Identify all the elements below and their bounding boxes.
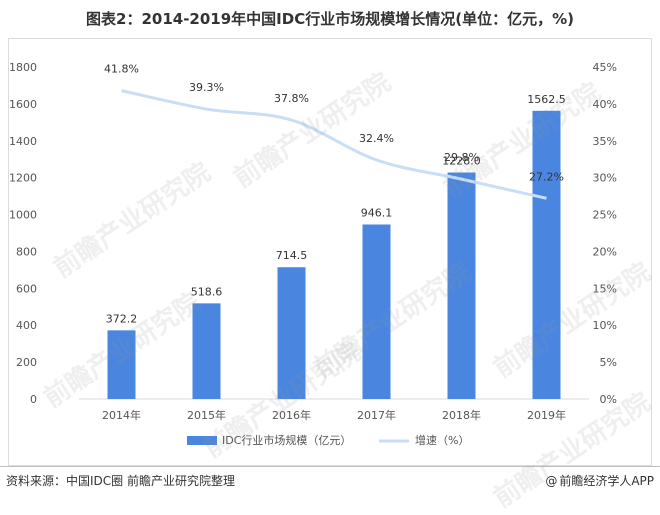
y-right-tick-label: 30% bbox=[593, 172, 617, 185]
at-icon: @ bbox=[545, 474, 558, 488]
bar-value-label: 372.2 bbox=[106, 312, 138, 325]
y-left-tick-label: 1600 bbox=[9, 98, 37, 111]
bar bbox=[107, 330, 136, 399]
y-right-tick-label: 20% bbox=[593, 245, 617, 258]
y-right-tick-label: 15% bbox=[593, 282, 617, 295]
legend-line-label: 增速（%） bbox=[415, 433, 469, 447]
brand-credit: @ 前瞻经济学人APP bbox=[545, 472, 654, 489]
y-left-tick-label: 1400 bbox=[9, 135, 37, 148]
legend-bar-swatch bbox=[187, 436, 217, 445]
x-tick-label: 2018年 bbox=[442, 408, 481, 422]
bar bbox=[532, 110, 561, 400]
y-right-tick-label: 5% bbox=[600, 356, 617, 369]
bar-value-label: 518.6 bbox=[191, 285, 223, 298]
y-right-tick-label: 0% bbox=[600, 393, 617, 406]
bar bbox=[362, 224, 391, 399]
y-left-tick-label: 1800 bbox=[9, 61, 37, 74]
x-tick-label: 2019年 bbox=[527, 408, 566, 422]
bar-value-label: 714.5 bbox=[276, 249, 308, 262]
y-left-tick-label: 600 bbox=[16, 282, 37, 295]
bar bbox=[447, 172, 476, 399]
y-right-tick-label: 10% bbox=[593, 319, 617, 332]
bar-value-label: 946.1 bbox=[361, 206, 393, 219]
chart-frame: 0 200 400 600 800 1000 1200 1400 1600 1800 0% 5% 10%… bbox=[8, 38, 652, 466]
y-left-tick-label: 1200 bbox=[9, 172, 37, 185]
bar-value-label: 1228.0 bbox=[442, 155, 481, 168]
y-left-tick-label: 200 bbox=[16, 356, 37, 369]
x-tick-label: 2016年 bbox=[272, 408, 311, 422]
growth-line bbox=[121, 89, 547, 200]
source-note: 资料来源：中国IDC圈 前瞻产业研究院整理 bbox=[6, 474, 235, 488]
line-value-label: 27.2% bbox=[529, 170, 564, 183]
y-right-tick-label: 45% bbox=[593, 61, 617, 74]
combo-chart: 0 200 400 600 800 1000 1200 1400 1600 1800 0% 5% 10%… bbox=[9, 61, 617, 447]
line-value-label: 41.8% bbox=[104, 63, 139, 76]
y-right-tick-label: 25% bbox=[593, 209, 617, 222]
y-right-tick-label: 35% bbox=[593, 135, 617, 148]
line-value-label: 29.8% bbox=[444, 151, 479, 164]
chart-title: 图表2：2014-2019年中国IDC行业市场规模增长情况(单位：亿元，%) bbox=[86, 10, 574, 28]
footer-divider bbox=[0, 466, 660, 467]
bar-value-label: 1562.5 bbox=[527, 93, 566, 106]
line-value-label: 37.8% bbox=[274, 92, 309, 105]
bar bbox=[277, 267, 306, 399]
y-left-tick-label: 400 bbox=[16, 319, 37, 332]
y-left-tick-label: 800 bbox=[16, 245, 37, 258]
x-tick-label: 2014年 bbox=[102, 408, 141, 422]
x-tick-label: 2015年 bbox=[187, 408, 226, 422]
bar bbox=[192, 303, 221, 399]
line-value-label: 32.4% bbox=[359, 132, 394, 145]
line-value-label: 39.3% bbox=[189, 81, 224, 94]
x-tick-label: 2017年 bbox=[357, 408, 396, 422]
y-right-tick-label: 40% bbox=[593, 98, 617, 111]
brand-name: 前瞻经济学人APP bbox=[559, 474, 654, 488]
y-left-tick-label: 0 bbox=[30, 393, 37, 406]
y-left-tick-label: 1000 bbox=[9, 209, 37, 222]
legend-bar-label: IDC行业市场规模（亿元） bbox=[222, 433, 351, 447]
